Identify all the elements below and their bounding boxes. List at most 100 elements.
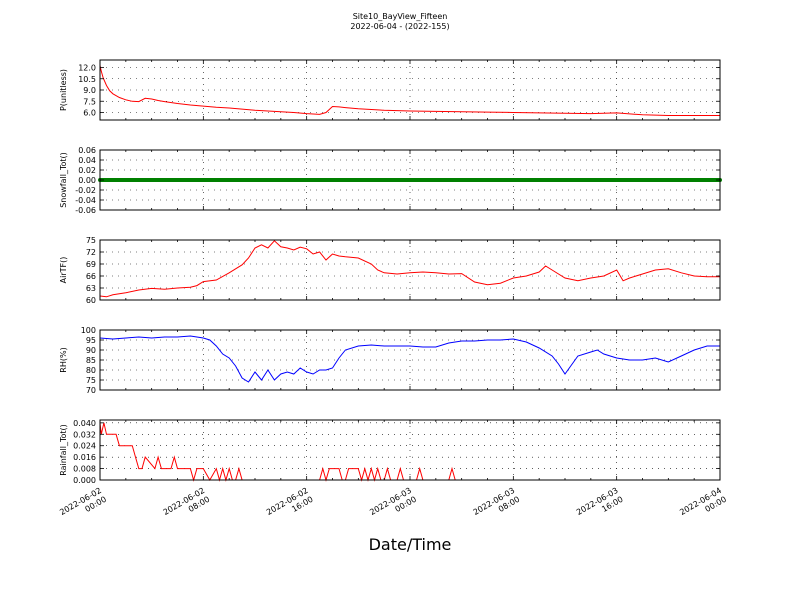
data-point xyxy=(701,178,706,182)
y-tick-label: 0.04 xyxy=(78,156,96,165)
y-tick-label: 100 xyxy=(81,326,96,335)
data-point xyxy=(211,178,216,182)
data-point xyxy=(669,178,674,182)
data-point xyxy=(298,178,303,182)
y-tick-label: 7.5 xyxy=(83,97,96,106)
data-point xyxy=(353,178,358,182)
series-line xyxy=(99,422,720,482)
data-point xyxy=(588,178,593,182)
y-tick-label: 0.016 xyxy=(73,453,96,462)
data-point xyxy=(479,178,484,182)
data-point xyxy=(117,178,122,182)
data-point xyxy=(482,178,487,182)
data-point xyxy=(559,178,564,182)
data-point xyxy=(340,178,345,182)
data-point xyxy=(256,178,261,182)
y-axis-label: Rainfall_Tot() xyxy=(59,424,68,476)
data-point xyxy=(572,178,577,182)
y-tick-label: 85 xyxy=(86,356,96,365)
data-point xyxy=(165,178,170,182)
data-point xyxy=(621,178,626,182)
data-point xyxy=(181,178,186,182)
data-point xyxy=(104,178,109,182)
panel-frame xyxy=(99,329,721,391)
data-point xyxy=(491,178,496,182)
data-point xyxy=(333,178,338,182)
data-point xyxy=(475,178,480,182)
data-point xyxy=(278,178,283,182)
data-point xyxy=(130,178,135,182)
y-tick-label: 0.000 xyxy=(73,476,96,485)
data-point xyxy=(637,178,642,182)
panel-frame xyxy=(99,149,721,211)
y-tick-label: 0.06 xyxy=(78,146,96,155)
data-point xyxy=(462,178,467,182)
data-point xyxy=(369,178,374,182)
data-point xyxy=(676,178,681,182)
y-tick-label: 0.02 xyxy=(78,166,96,175)
data-point xyxy=(110,178,115,182)
y-tick-label: 69 xyxy=(86,260,96,269)
data-point xyxy=(401,178,406,182)
data-point xyxy=(569,178,574,182)
y-tick-label: 72 xyxy=(86,248,96,257)
data-point xyxy=(501,178,506,182)
y-tick-label: 70 xyxy=(86,386,96,395)
data-point xyxy=(324,178,329,182)
data-point xyxy=(359,178,364,182)
data-point xyxy=(240,178,245,182)
data-point xyxy=(236,178,241,182)
data-point xyxy=(217,178,222,182)
y-tick-label: 0.008 xyxy=(73,465,96,474)
data-point xyxy=(511,178,516,182)
data-point xyxy=(414,178,419,182)
series-line xyxy=(99,335,720,383)
data-point xyxy=(272,178,277,182)
data-point xyxy=(159,178,164,182)
data-point xyxy=(330,178,335,182)
data-point xyxy=(514,178,519,182)
data-point xyxy=(378,178,383,182)
data-point xyxy=(640,178,645,182)
data-point xyxy=(472,178,477,182)
data-point xyxy=(517,178,522,182)
y-tick-label: 75 xyxy=(86,236,96,245)
data-point xyxy=(291,178,296,182)
data-point xyxy=(527,178,532,182)
data-point xyxy=(524,178,529,182)
panel-1: 12.0 10.5 9.0 7.5 6.0 P(unitless) xyxy=(59,59,721,121)
data-point xyxy=(698,178,703,182)
y-tick-label: 0.032 xyxy=(73,430,96,439)
data-point xyxy=(214,178,219,182)
y-tick-label: 90 xyxy=(86,346,96,355)
data-point xyxy=(485,178,490,182)
data-point xyxy=(207,178,212,182)
data-point xyxy=(469,178,474,182)
data-point xyxy=(204,178,209,182)
data-point xyxy=(453,178,458,182)
panel-frame xyxy=(99,239,721,301)
data-point xyxy=(356,178,361,182)
data-point xyxy=(540,178,545,182)
data-point xyxy=(227,178,232,182)
data-point xyxy=(695,178,700,182)
data-point xyxy=(149,178,154,182)
data-point xyxy=(198,178,203,182)
y-tick-label: 0.040 xyxy=(73,419,96,428)
data-point xyxy=(456,178,461,182)
data-point xyxy=(575,178,580,182)
data-point xyxy=(446,178,451,182)
x-tick-label: 2022-06-0216:00 xyxy=(265,486,315,526)
data-point xyxy=(449,178,454,182)
data-point xyxy=(617,178,622,182)
data-point xyxy=(404,178,409,182)
data-point xyxy=(498,178,503,182)
data-point xyxy=(433,178,438,182)
series-line xyxy=(99,65,720,116)
data-point xyxy=(688,178,693,182)
data-point xyxy=(508,178,513,182)
data-point xyxy=(533,178,538,182)
series-line xyxy=(99,240,720,298)
data-point xyxy=(307,178,312,182)
